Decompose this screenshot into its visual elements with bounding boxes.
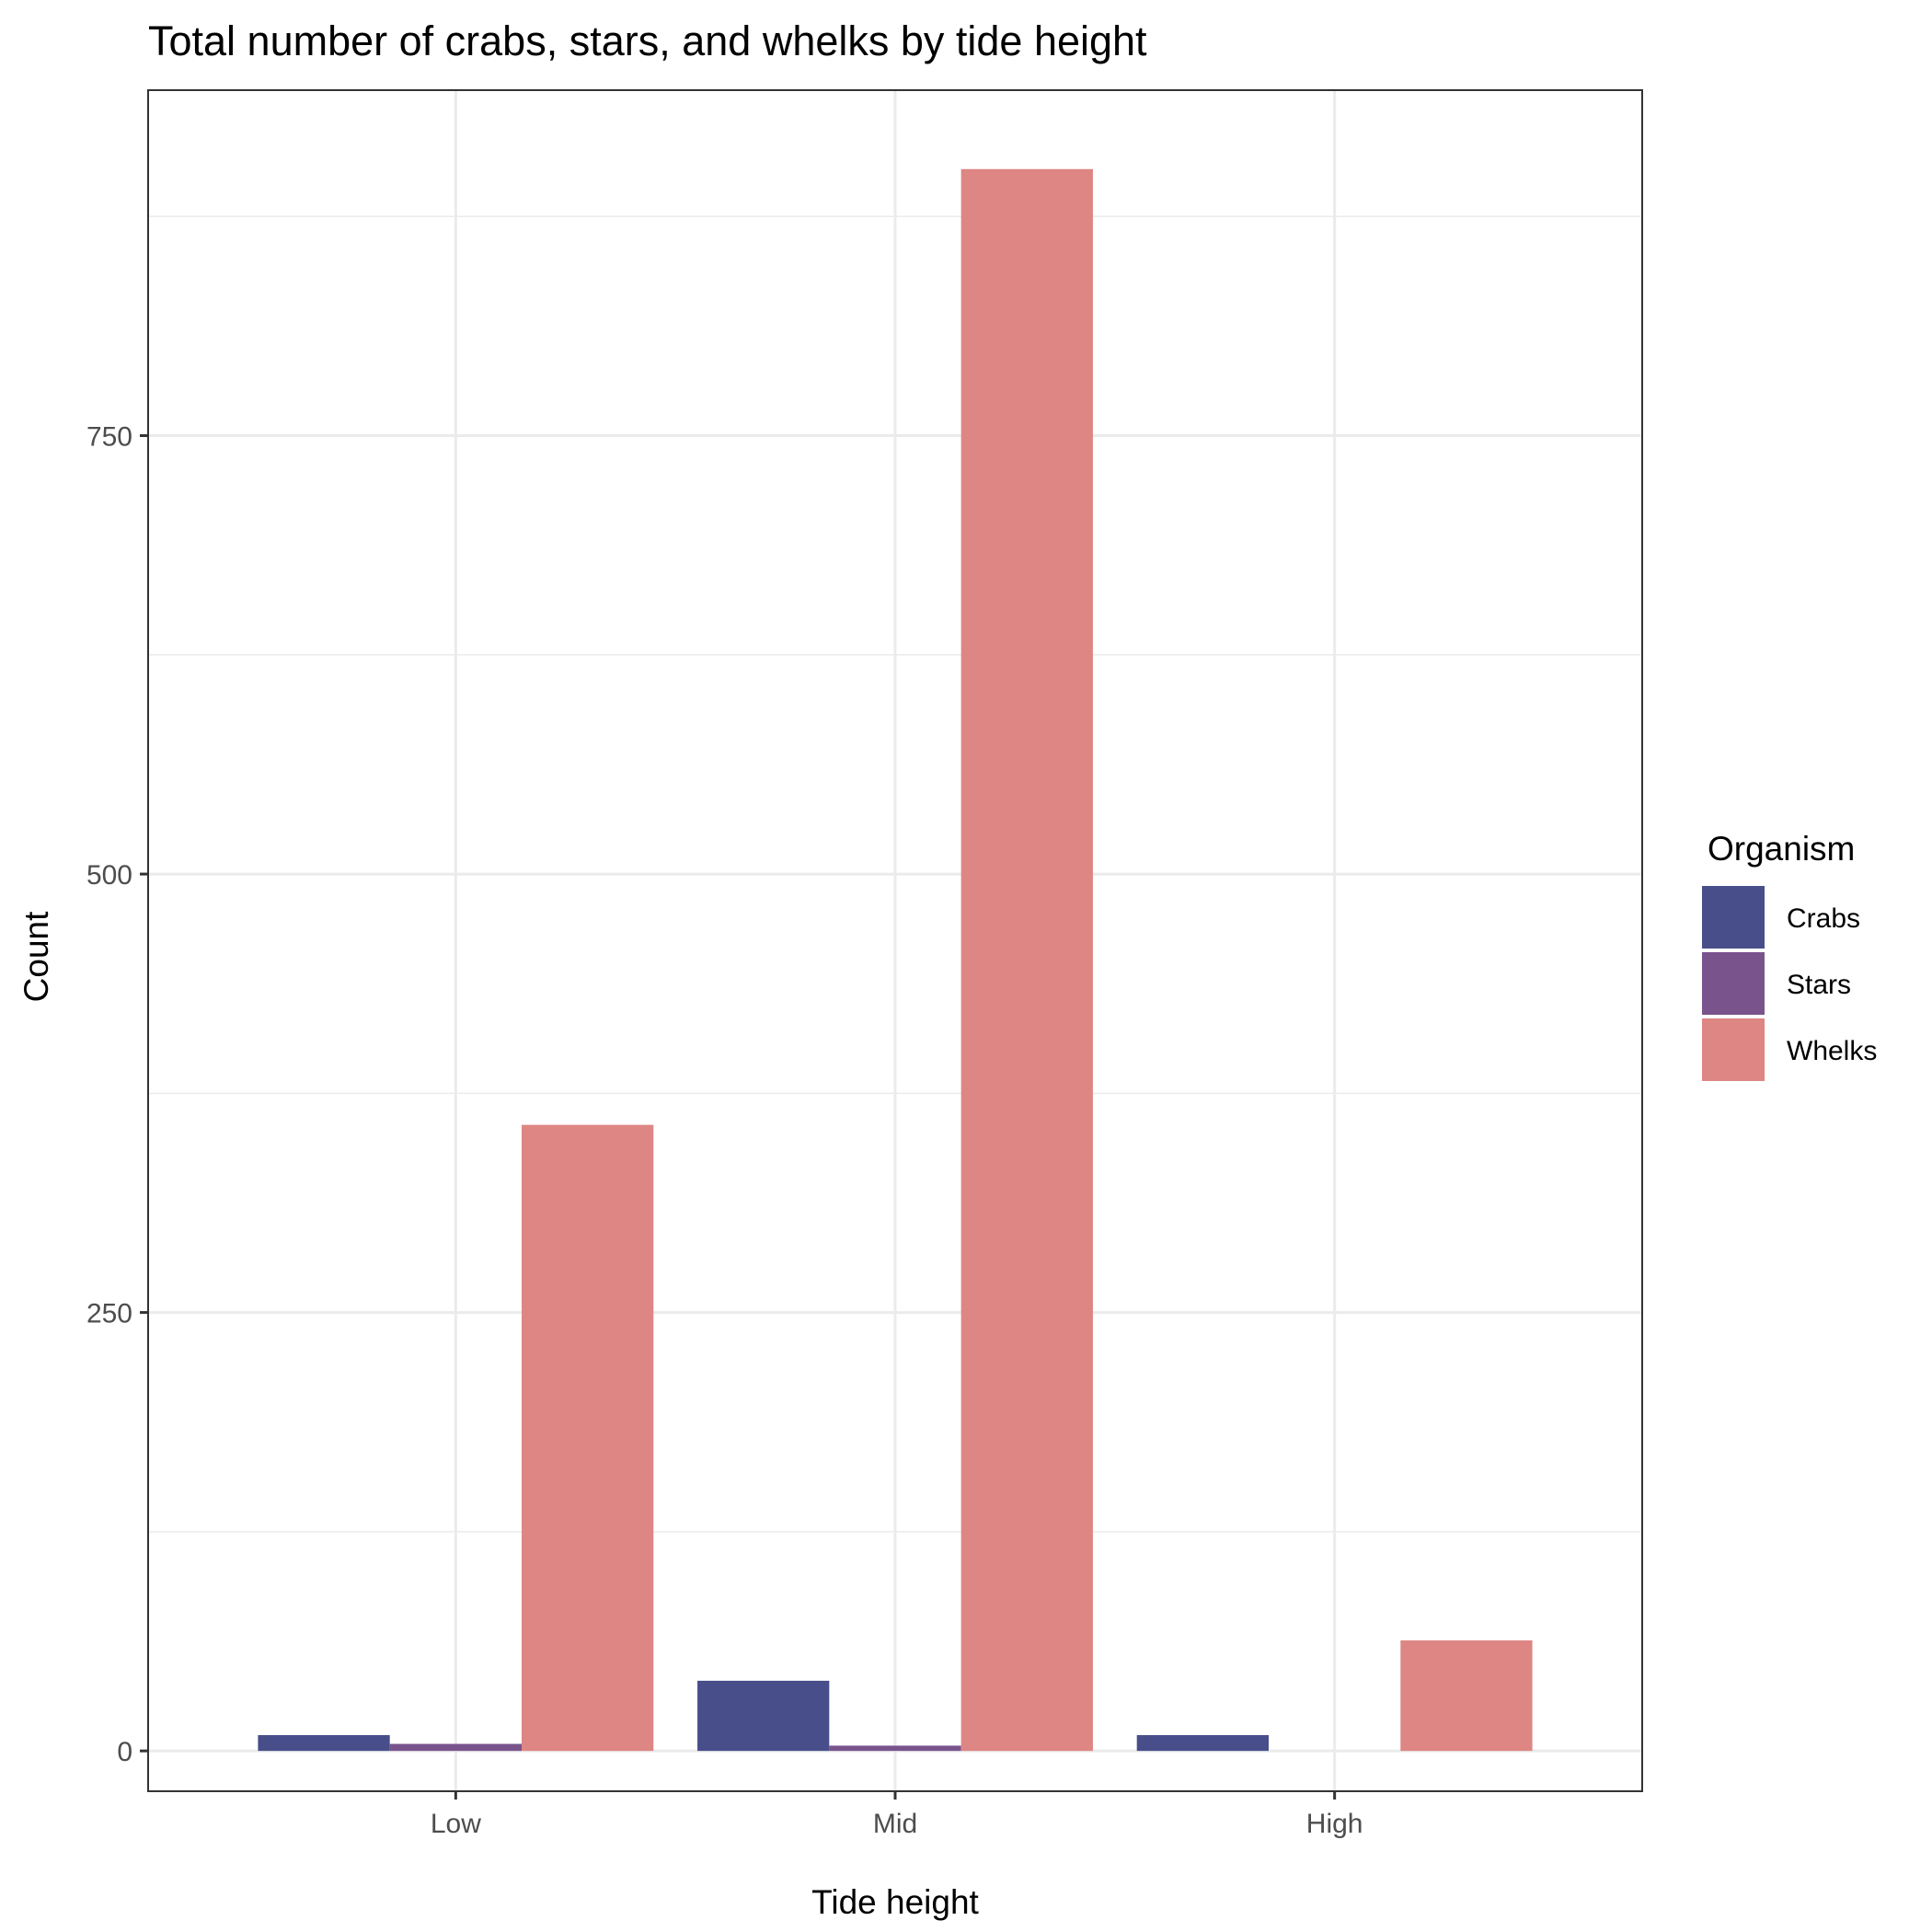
y-tick-label: 250 [86,1299,132,1329]
legend-label-whelks: Whelks [1787,1036,1877,1066]
bar-whelks-high [1400,1640,1533,1752]
legend: Organism Crabs Stars Whelks [1702,830,1877,1081]
x-axis: Low Mid High [431,1791,1363,1839]
bar-crabs-mid [697,1680,830,1752]
legend-label-crabs: Crabs [1787,903,1860,934]
y-axis-title: Count [17,911,55,1002]
x-tick-label: Mid [873,1809,917,1839]
bar-stars-mid [829,1745,961,1752]
y-tick-label: 500 [86,860,132,891]
bar-crabs-low [258,1735,390,1752]
x-tick-label: Low [431,1809,481,1839]
bars [258,168,1533,1752]
bar-whelks-low [522,1124,654,1752]
legend-key-crabs [1702,886,1765,949]
y-axis: 0 250 500 750 [86,422,148,1767]
y-tick-label: 0 [117,1737,132,1767]
legend-title: Organism [1708,830,1855,868]
legend-label-stars: Stars [1787,970,1851,1000]
chart-title: Total number of crabs, stars, and whelks… [148,17,1147,64]
bar-stars-low [389,1743,522,1752]
legend-items: Crabs Stars Whelks [1702,886,1877,1081]
bar-whelks-mid [960,168,1093,1752]
grid-major [148,90,1642,1791]
x-tick-label: High [1306,1809,1363,1839]
y-tick-label: 750 [86,422,132,453]
legend-key-whelks [1702,1018,1765,1081]
legend-key-stars [1702,952,1765,1015]
bar-crabs-high [1136,1735,1269,1752]
x-axis-title: Tide height [811,1883,979,1921]
